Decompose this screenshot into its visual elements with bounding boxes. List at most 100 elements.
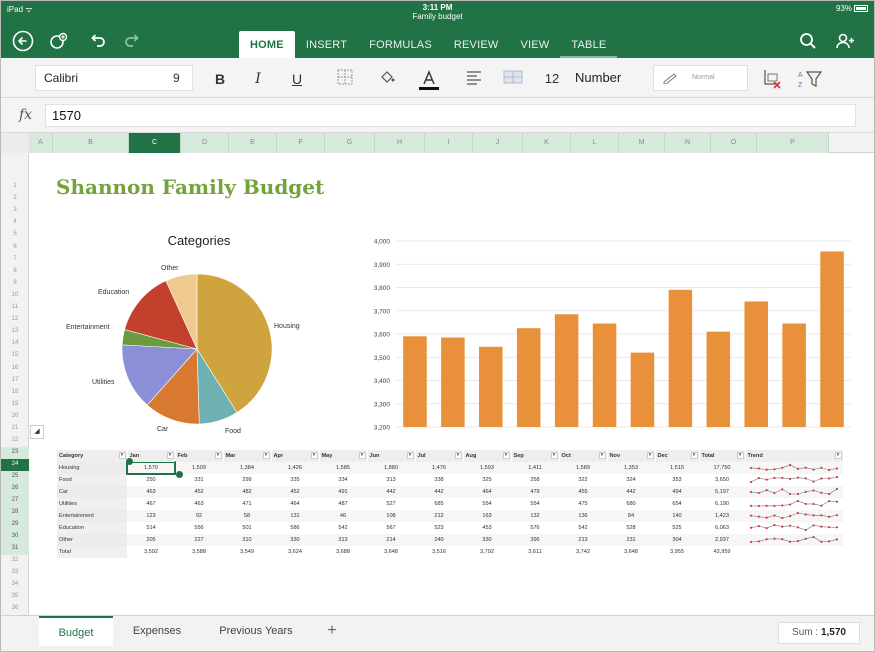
row-header-23[interactable]: 23 <box>1 447 29 459</box>
value-cell[interactable]: 3,688 <box>336 548 350 555</box>
font-size[interactable]: 9 <box>173 71 180 85</box>
row-header-36[interactable]: 36 <box>11 605 19 611</box>
value-cell[interactable]: 3,955 <box>670 548 684 555</box>
select-all-corner[interactable] <box>1 133 29 153</box>
column-header-e[interactable]: E <box>229 133 277 153</box>
category-cell[interactable]: Other <box>57 534 127 546</box>
value-cell[interactable]: 453 <box>482 525 492 531</box>
formula-input[interactable]: 1570 <box>45 104 856 127</box>
row-header-14[interactable]: 14 <box>11 340 19 347</box>
value-cell[interactable]: 227 <box>175 534 223 546</box>
value-cell[interactable]: 542 <box>578 525 588 531</box>
value-cell[interactable]: 1,585 <box>319 462 367 474</box>
add-person-icon[interactable] <box>833 29 857 53</box>
value-cell[interactable]: 467 <box>146 501 156 507</box>
value-cell[interactable]: 136 <box>559 510 607 522</box>
filter-dropdown-icon[interactable]: ▾ <box>310 452 318 459</box>
header-jul[interactable]: Jul ▾ <box>415 450 464 462</box>
value-cell[interactable]: 1,570 <box>126 461 176 475</box>
selection-handle-start[interactable] <box>126 458 133 465</box>
value-cell[interactable]: 140 <box>655 510 699 522</box>
column-header-i[interactable]: I <box>425 133 473 153</box>
bar-nov[interactable] <box>782 323 806 427</box>
row-header-17[interactable]: 17 <box>11 376 19 383</box>
value-cell[interactable]: 554 <box>482 501 492 507</box>
category-cell[interactable]: Total <box>57 546 127 558</box>
value-cell[interactable]: 680 <box>626 501 636 507</box>
value-cell[interactable]: 654 <box>672 501 682 507</box>
value-cell[interactable]: 464 <box>463 486 511 498</box>
filter-dropdown-icon[interactable]: ▾ <box>646 452 654 459</box>
value-cell[interactable]: 556 <box>194 525 204 531</box>
filter-dropdown-icon[interactable]: ▾ <box>214 452 222 459</box>
row-header-13[interactable]: 13 <box>11 328 19 335</box>
filter-dropdown-icon[interactable]: ▾ <box>736 452 744 459</box>
wrap-text-icon[interactable] <box>502 68 524 90</box>
value-cell[interactable]: 523 <box>434 525 444 531</box>
value-cell[interactable]: 3,588 <box>192 548 206 555</box>
filter-dropdown-icon[interactable]: ▾ <box>166 452 174 459</box>
header-apr[interactable]: Apr ▾ <box>271 450 320 462</box>
number-format[interactable]: Number <box>575 70 622 85</box>
column-header-n[interactable]: N <box>665 133 711 153</box>
header-oct[interactable]: Oct ▾ <box>559 450 608 462</box>
bold-button[interactable]: B <box>214 71 226 87</box>
column-header-p[interactable]: P <box>757 133 829 153</box>
column-header-j[interactable]: J <box>473 133 523 153</box>
value-cell[interactable]: 514 <box>146 525 156 531</box>
collapse-icon[interactable]: ◢ <box>30 425 44 439</box>
row-header-11[interactable]: 11 <box>11 304 19 310</box>
pie-chart[interactable]: Housing Food Car Utilities Entertainment Educ… <box>61 261 321 441</box>
column-header-k[interactable]: K <box>523 133 571 153</box>
pie-slice-education[interactable] <box>124 280 198 350</box>
tab-table[interactable]: TABLE <box>560 31 618 58</box>
value-cell[interactable]: 525 <box>672 525 682 531</box>
bar-jun[interactable] <box>592 323 617 427</box>
italic-button[interactable]: I <box>255 71 261 87</box>
value-cell[interactable]: 1,593 <box>463 462 511 474</box>
value-cell[interactable]: 487 <box>338 501 348 507</box>
indent-value[interactable]: 12 <box>544 71 560 86</box>
value-cell[interactable]: 324 <box>626 477 636 483</box>
category-cell[interactable]: Housing <box>57 462 127 474</box>
value-cell[interactable]: 331 <box>194 477 204 483</box>
bar-dec[interactable] <box>820 251 844 427</box>
value-cell[interactable]: 338 <box>434 477 444 483</box>
value-cell[interactable]: 3,624 <box>288 548 302 555</box>
row-header-10[interactable]: 10 <box>11 291 19 298</box>
value-cell[interactable]: 123 <box>127 510 175 522</box>
value-cell[interactable]: 1,426 <box>271 462 319 474</box>
value-cell[interactable]: 92 <box>175 510 223 522</box>
header-trend[interactable]: Trend ▾ <box>745 450 844 462</box>
value-cell[interactable]: 3,792 <box>480 548 494 555</box>
value-cell[interactable]: 1,509 <box>175 462 223 474</box>
value-cell[interactable]: 463 <box>127 486 175 498</box>
row-header-26[interactable]: 26 <box>1 483 29 495</box>
category-cell[interactable]: Entertainment <box>57 510 127 522</box>
value-cell[interactable]: 464 <box>290 501 300 507</box>
value-cell[interactable]: 1,384 <box>223 462 271 474</box>
value-cell[interactable]: 463 <box>194 501 204 507</box>
tab-formulas[interactable]: FORMULAS <box>369 39 432 51</box>
value-cell[interactable]: 542 <box>338 525 348 531</box>
row-header-7[interactable]: 7 <box>13 255 17 262</box>
header-sep[interactable]: Sep ▾ <box>511 450 560 462</box>
value-cell[interactable]: 3,592 <box>144 548 158 555</box>
value-cell[interactable]: 471 <box>242 501 252 507</box>
value-cell[interactable]: 5,197 <box>699 486 745 498</box>
column-header-b[interactable]: B <box>53 133 129 153</box>
value-cell[interactable]: 455 <box>559 486 607 498</box>
bar-aug[interactable] <box>668 289 693 427</box>
category-cell[interactable]: Utilities <box>57 498 127 510</box>
bar-jan[interactable] <box>403 336 427 427</box>
value-cell[interactable]: 501 <box>242 525 252 531</box>
column-header-l[interactable]: L <box>571 133 619 153</box>
filter-dropdown-icon[interactable]: ▾ <box>834 452 842 459</box>
value-cell[interactable]: 58 <box>223 510 271 522</box>
header-total[interactable]: Total ▾ <box>699 450 746 462</box>
row-header-8[interactable]: 8 <box>13 267 17 274</box>
value-cell[interactable]: 353 <box>672 477 682 483</box>
value-cell[interactable]: 482 <box>223 486 271 498</box>
value-cell[interactable]: 442 <box>415 486 463 498</box>
